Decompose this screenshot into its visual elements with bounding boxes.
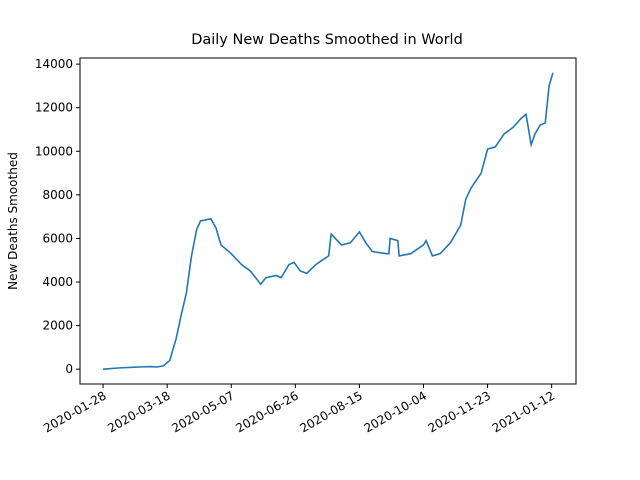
plot-frame xyxy=(79,57,577,385)
y-tick-label: 0 xyxy=(65,362,73,376)
y-tick-label: 14000 xyxy=(35,57,73,71)
y-tick-label: 8000 xyxy=(42,188,73,202)
y-tick-label: 12000 xyxy=(35,101,73,115)
x-tick-label: 2020-11-23 xyxy=(426,388,493,435)
x-tick-label: 2020-01-28 xyxy=(41,388,108,435)
x-tick-label: 2020-10-04 xyxy=(362,388,429,435)
y-tick-label: 10000 xyxy=(35,144,73,158)
y-tick-label: 4000 xyxy=(42,275,73,289)
x-tick-label: 2020-06-26 xyxy=(233,388,300,435)
y-tick-label: 2000 xyxy=(42,319,73,333)
chart-title: Daily New Deaths Smoothed in World xyxy=(191,32,463,48)
data-line xyxy=(103,72,554,370)
y-axis-label: New Deaths Smoothed xyxy=(6,152,20,290)
y-tick-label: 6000 xyxy=(42,231,73,245)
x-tick-label: 2020-03-18 xyxy=(105,388,172,435)
x-tick-label: 2020-08-15 xyxy=(297,388,364,435)
x-tick-label: 2021-01-12 xyxy=(490,388,557,435)
x-tick-label: 2020-05-07 xyxy=(169,388,236,435)
